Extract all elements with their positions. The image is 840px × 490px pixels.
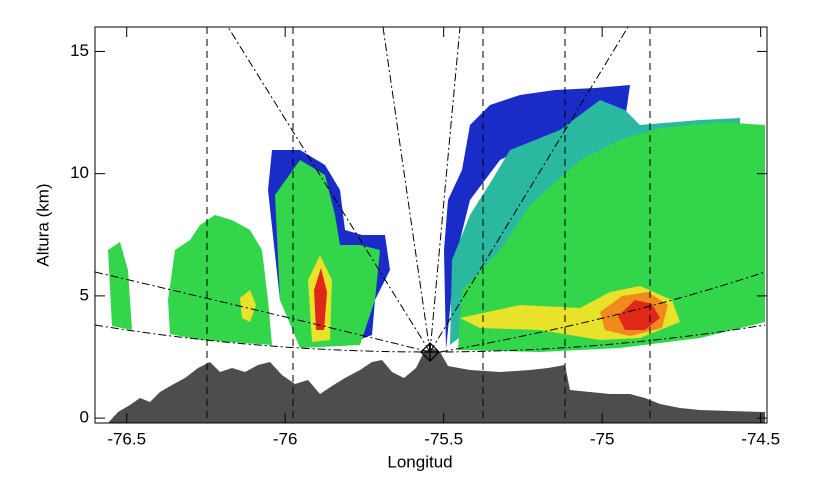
x-tick-label: -74.5	[741, 429, 780, 448]
y-tick-label: 0	[80, 408, 89, 427]
echo-yellow-far	[240, 290, 256, 322]
y-tick-label: 15	[70, 41, 89, 60]
x-tick-label: -75	[590, 429, 615, 448]
guides	[94, 26, 766, 420]
terrain	[108, 348, 765, 423]
beam-ray	[227, 26, 629, 353]
radar-site	[420, 342, 440, 362]
reflectivity-field	[108, 85, 765, 423]
x-tick-label: -75.5	[424, 429, 463, 448]
x-tick-label: -76.5	[107, 429, 146, 448]
x-axis-label: Longitud	[387, 452, 452, 471]
vertical-guide	[206, 27, 651, 420]
y-tick-label: 5	[80, 285, 89, 304]
y-tick-label: 10	[70, 163, 89, 182]
echo-green-far	[108, 215, 272, 345]
beam-arc	[94, 271, 766, 353]
y-axis-label: Altura (km)	[33, 183, 52, 266]
plot-frame	[94, 26, 768, 424]
echo-green-left	[275, 160, 380, 348]
x-tick-label: -76	[273, 429, 298, 448]
echo-blue	[444, 85, 630, 350]
echo-green	[458, 122, 765, 352]
echo-red-left	[314, 268, 327, 330]
